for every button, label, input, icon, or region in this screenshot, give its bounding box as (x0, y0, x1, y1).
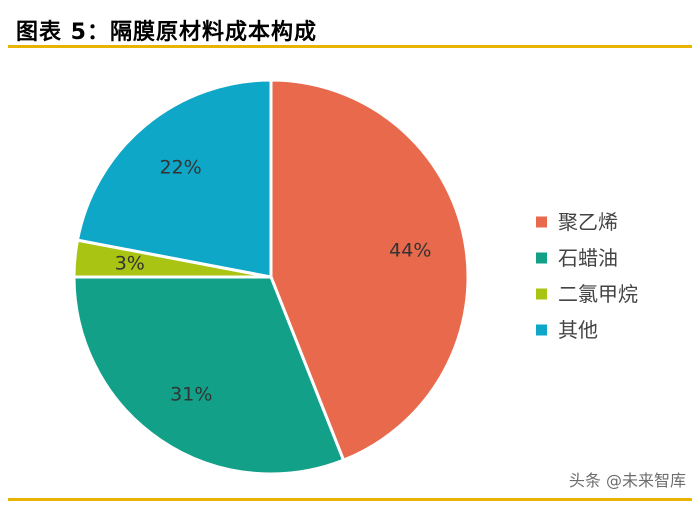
legend-label-3: 二氯甲烷 (558, 282, 638, 306)
figure-title: 图表 5：隔膜原材料成本构成 (16, 20, 317, 45)
pie-data-label-1: 44% (389, 239, 431, 261)
figure-header: 图表 5：隔膜原材料成本构成 (8, 8, 692, 48)
legend-entry-4: 其他 (536, 318, 598, 342)
pie-data-label-4: 22% (159, 157, 201, 179)
legend-swatch-2 (536, 252, 547, 264)
legend-swatch-4 (536, 324, 547, 336)
legend-label-4: 其他 (558, 318, 598, 342)
pie-slice-4 (75, 78, 273, 279)
legend-swatch-3 (536, 288, 547, 300)
bottom-rule (8, 498, 692, 501)
pie-data-label-3: 3% (115, 253, 145, 275)
pie-slice-1 (269, 78, 470, 462)
legend-entry-3: 二氯甲烷 (536, 282, 638, 306)
legend-label-2: 石蜡油 (558, 246, 618, 270)
legend-entry-2: 石蜡油 (536, 246, 618, 270)
legend-entry-1: 聚乙烯 (536, 210, 618, 234)
pie-data-label-2: 31% (170, 383, 212, 405)
header-rule (8, 45, 692, 48)
pie-slices (72, 78, 470, 476)
pie-data-labels: 44% 31% 3% 22% (115, 157, 432, 406)
watermark: 头条 @未来智库 (568, 471, 686, 490)
pie-slice-2 (72, 275, 346, 476)
legend-swatch-1 (536, 216, 547, 228)
legend-label-1: 聚乙烯 (558, 210, 618, 234)
